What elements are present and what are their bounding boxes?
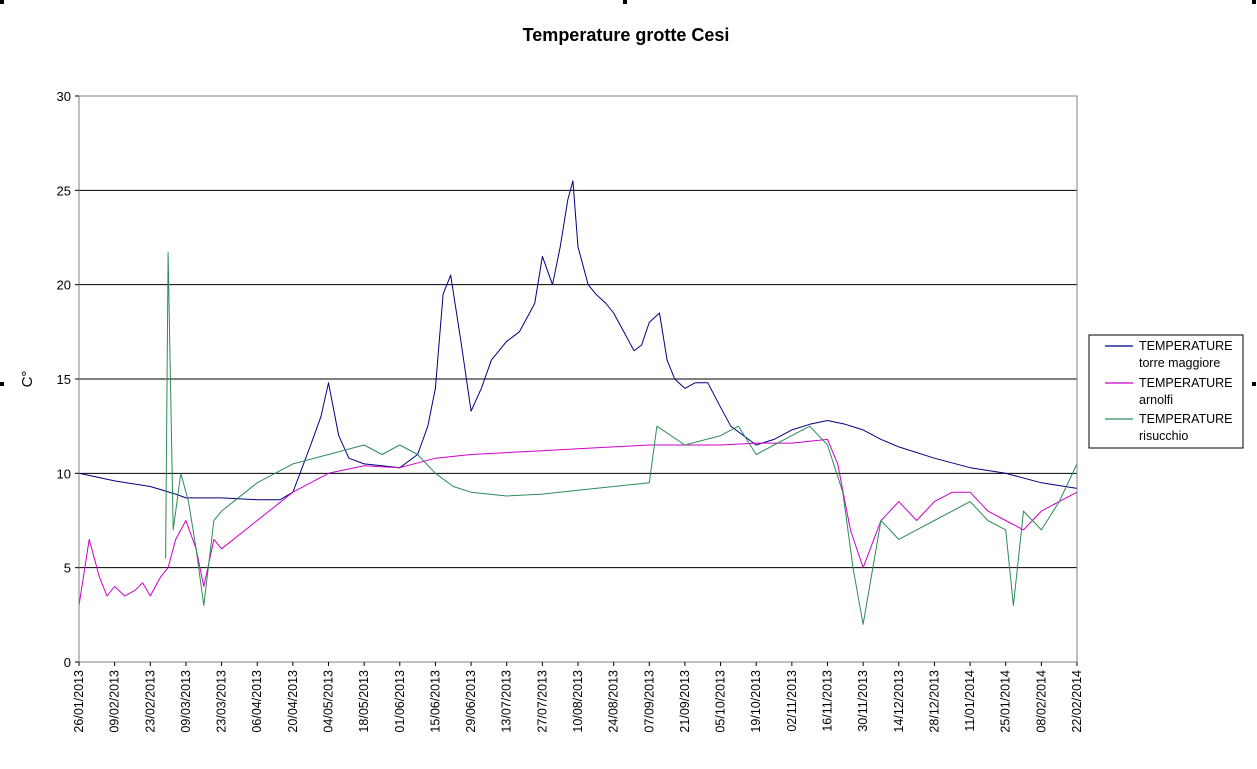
x-tick-label-2: 23/02/2013 <box>143 670 157 733</box>
x-tick-label-7: 04/05/2013 <box>322 670 336 733</box>
x-tick-label-3: 09/03/2013 <box>179 670 193 733</box>
y-tick-label-20: 20 <box>57 278 71 293</box>
x-tick-label-0: 26/01/2013 <box>72 670 86 733</box>
y-tick-label-25: 25 <box>57 183 71 198</box>
x-tick-label-4: 23/03/2013 <box>215 670 229 733</box>
edge-marker-top-mid <box>623 0 627 4</box>
series-line-2 <box>165 252 1078 625</box>
y-axis-label: C° <box>19 371 36 388</box>
x-tick-label-28: 22/02/2014 <box>1070 670 1084 733</box>
x-tick-label-13: 27/07/2013 <box>535 670 549 733</box>
y-tick-label-5: 5 <box>64 561 71 576</box>
legend-label-torre-maggiore-line2: torre maggiore <box>1139 356 1220 370</box>
x-tick-label-5: 06/04/2013 <box>250 670 264 733</box>
edge-marker-left-mid <box>0 382 4 386</box>
x-tick-label-6: 20/04/2013 <box>286 670 300 733</box>
x-tick-label-25: 11/01/2014 <box>963 670 977 732</box>
x-ticks: 26/01/2013 09/02/2013 23/02/2013 09/03/2013… <box>72 662 1084 733</box>
x-tick-label-17: 21/09/2013 <box>678 670 692 733</box>
legend: TEMPERATURE torre maggiore TEMPERATURE a… <box>1088 334 1244 449</box>
x-tick-label-23: 14/12/2013 <box>892 670 906 733</box>
edge-marker-top-left <box>0 0 4 4</box>
x-tick-label-20: 02/11/2013 <box>785 670 799 732</box>
x-tick-label-19: 19/10/2013 <box>749 670 763 733</box>
y-tick-label-0: 0 <box>64 655 71 670</box>
x-tick-label-12: 13/07/2013 <box>500 670 514 733</box>
x-tick-label-26: 25/01/2014 <box>999 670 1013 733</box>
x-tick-label-27: 08/02/2014 <box>1034 670 1048 733</box>
y-tick-label-30: 30 <box>57 89 71 104</box>
legend-label-risucchio-line2: risucchio <box>1139 429 1188 443</box>
gridlines <box>79 189 1077 569</box>
series-line-0 <box>78 180 1078 501</box>
chart-title: Temperature grotte Cesi <box>523 25 730 45</box>
series-line-1 <box>78 438 1078 606</box>
y-tick-label-15: 15 <box>57 372 71 387</box>
legend-label-risucchio-line1: TEMPERATURE <box>1139 412 1233 426</box>
edge-marker-right-mid <box>1252 382 1256 386</box>
x-tick-label-24: 28/12/2013 <box>927 670 941 733</box>
x-tick-label-11: 29/06/2013 <box>464 670 478 733</box>
x-tick-label-15: 24/08/2013 <box>607 670 621 733</box>
series-group <box>78 180 1078 625</box>
x-tick-label-21: 16/11/2013 <box>821 670 835 732</box>
x-tick-label-18: 05/10/2013 <box>714 670 728 733</box>
x-tick-label-8: 18/05/2013 <box>357 670 371 733</box>
x-tick-label-10: 15/06/2013 <box>428 670 442 733</box>
y-tick-label-10: 10 <box>57 466 71 481</box>
legend-label-arnolfi-line2: arnolfi <box>1139 393 1173 407</box>
x-tick-label-14: 10/08/2013 <box>571 670 585 733</box>
legend-label-torre-maggiore-line1: TEMPERATURE <box>1139 339 1233 353</box>
edge-marker-top-right <box>1252 0 1256 4</box>
x-tick-label-9: 01/06/2013 <box>393 670 407 733</box>
legend-label-arnolfi-line1: TEMPERATURE <box>1139 376 1233 390</box>
y-ticks: 0 5 10 15 20 25 30 <box>57 89 79 670</box>
legend-box <box>1088 334 1244 449</box>
x-tick-label-1: 09/02/2013 <box>108 670 122 733</box>
x-tick-label-16: 07/09/2013 <box>642 670 656 733</box>
x-tick-label-22: 30/11/2013 <box>856 670 870 732</box>
